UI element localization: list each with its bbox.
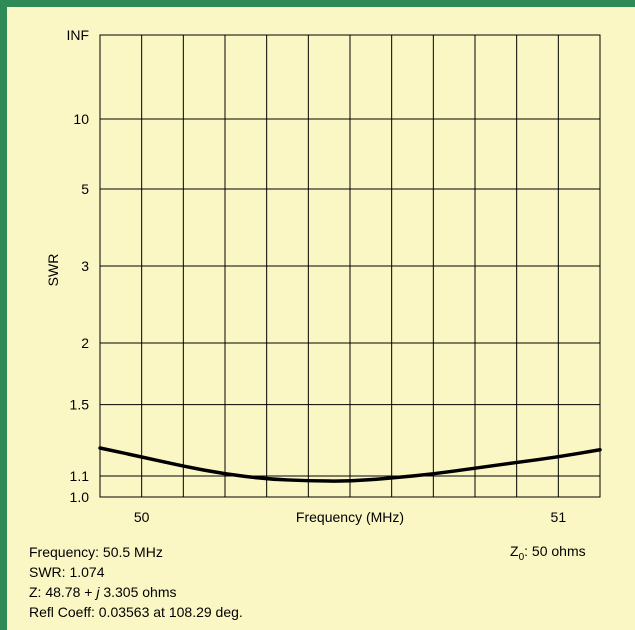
chart-series <box>98 446 602 483</box>
y-axis-label: SWR <box>45 254 61 287</box>
y-tick-labels: INF 10 5 3 2 1.5 1.1 1.0 <box>66 27 89 505</box>
y-tick-label: 2 <box>81 335 89 351</box>
x-tick-label: 51 <box>551 509 567 525</box>
impedance-imag: 3.305 ohms <box>99 584 177 600</box>
chart-grid <box>99 34 601 498</box>
swr-readout: SWR: 1.074 <box>29 564 105 580</box>
x-axis-label: Frequency (MHz) <box>296 509 404 525</box>
swr-chart: INF 10 5 3 2 1.5 1.1 1.0 50 51 SWR Frequency (MH… <box>45 27 602 525</box>
y-tick-label: 1.5 <box>70 397 90 413</box>
y-tick-label: 10 <box>73 111 89 127</box>
y-tick-label: INF <box>66 27 89 43</box>
y-tick-label: 3 <box>81 258 89 274</box>
z0-subscript: 0 <box>518 551 525 563</box>
y-tick-label: 1.1 <box>70 468 90 484</box>
impedance-j: j <box>96 584 100 600</box>
swr-curve <box>98 446 602 483</box>
z0-label: Z <box>510 543 519 559</box>
x-tick-labels: 50 51 <box>134 509 566 525</box>
x-tick-label: 50 <box>134 509 150 525</box>
refl-coeff-readout: Refl Coeff: 0.03563 at 108.29 deg. <box>29 604 243 620</box>
readout-panel: Frequency: 50.5 MHz SWR: 1.074 Z: 48.78 … <box>29 542 243 622</box>
y-tick-label: 5 <box>81 181 89 197</box>
impedance-readout: Z: 48.78 + j 3.305 ohms <box>29 582 243 602</box>
impedance-real: Z: 48.78 + <box>29 584 97 600</box>
z0-value: : 50 ohms <box>524 543 586 559</box>
chart-panel: INF 10 5 3 2 1.5 1.1 1.0 50 51 SWR Frequency (MH… <box>7 7 635 630</box>
frequency-readout: Frequency: 50.5 MHz <box>29 544 163 560</box>
y-tick-label: 1.0 <box>70 489 90 505</box>
z0-readout: Z0: 50 ohms <box>510 543 586 563</box>
